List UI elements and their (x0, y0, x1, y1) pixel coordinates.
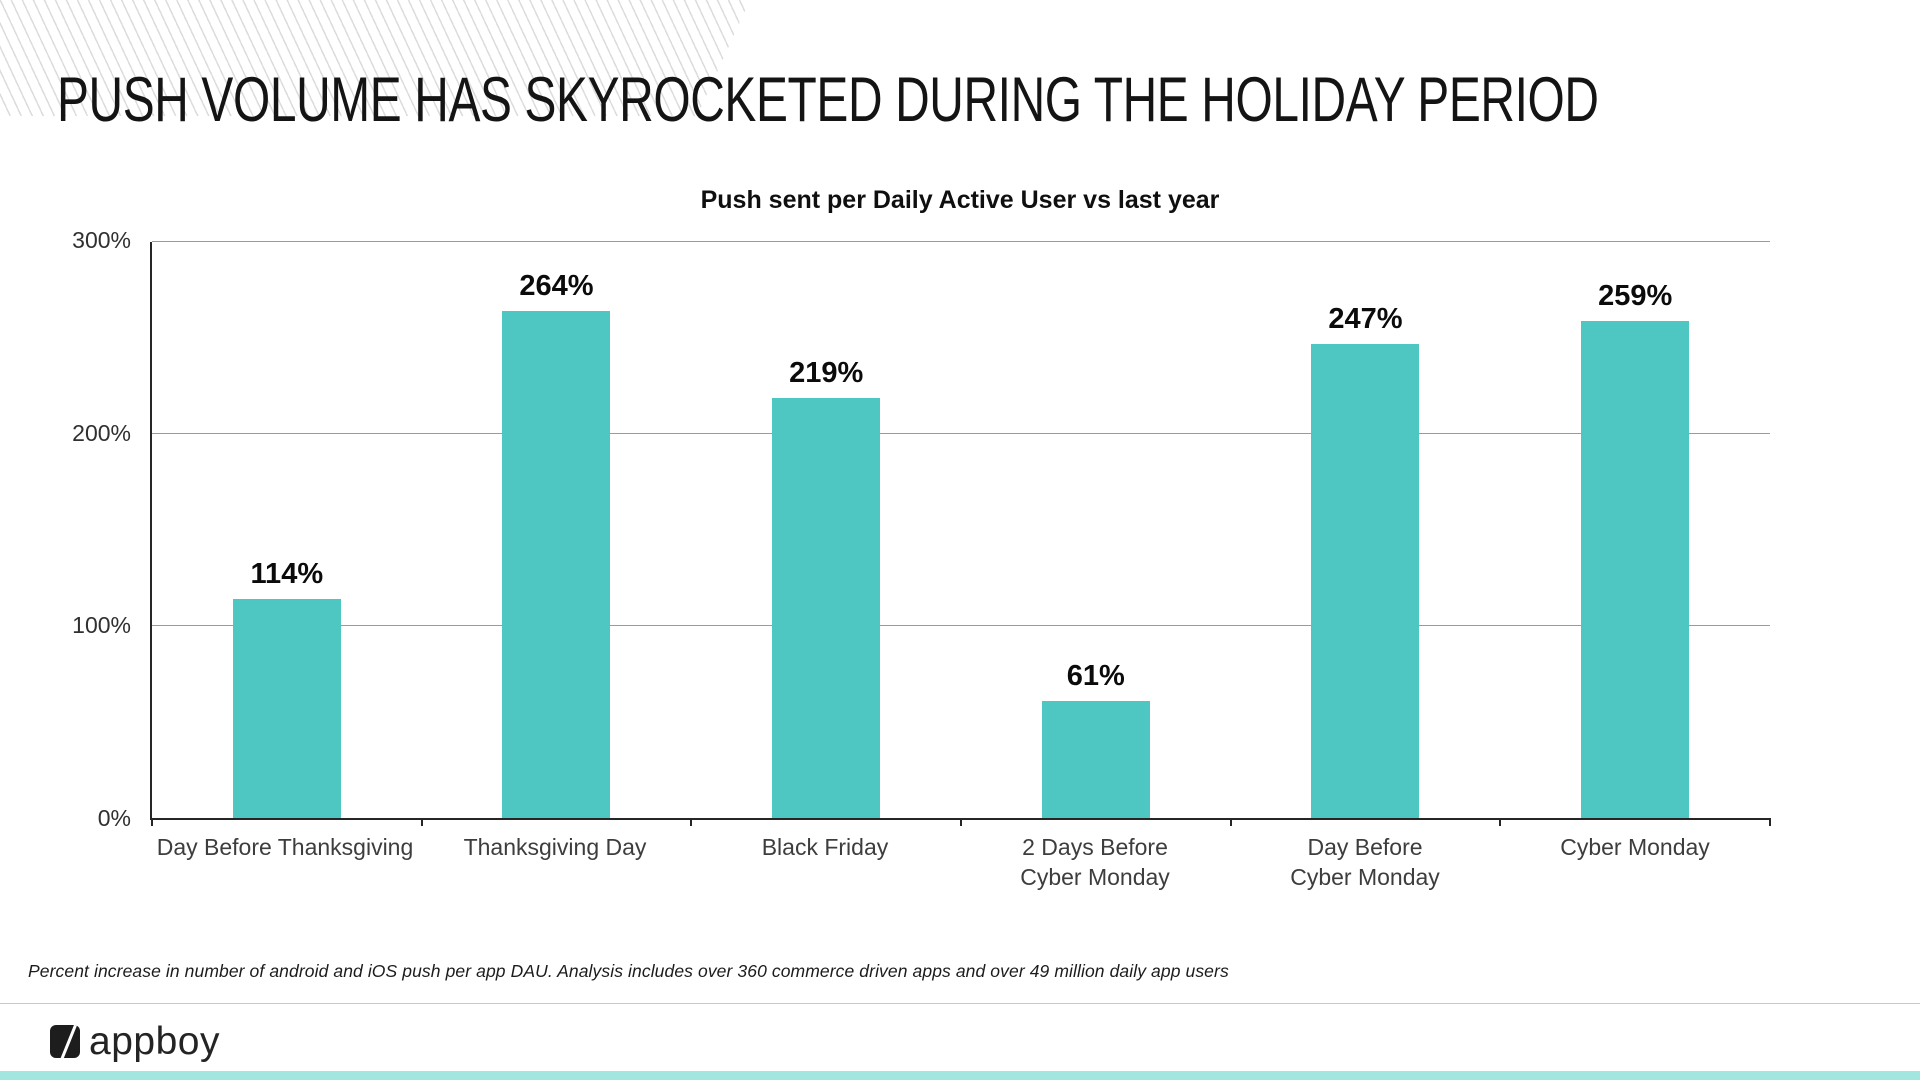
y-tick-label: 0% (97, 805, 131, 831)
bottom-accent-bar (0, 1071, 1920, 1080)
appboy-logo-icon (50, 1025, 80, 1058)
bar (1311, 343, 1420, 818)
bar-value-label: 61% (1066, 659, 1125, 692)
y-axis-labels: 0% 100% 200% 300% (0, 227, 131, 831)
x-axis-tick (151, 818, 153, 826)
bar (1581, 320, 1690, 818)
bar-slot: 219% (691, 242, 961, 818)
x-axis-tick (1499, 818, 1502, 826)
bar (1041, 700, 1150, 818)
x-axis-labels: Day Before Thanksgiving Thanksgiving Day B… (150, 833, 1770, 893)
x-axis-tick (690, 818, 693, 826)
gridline (152, 241, 1770, 242)
bar-value-label: 114% (250, 558, 324, 591)
bar-slot: 114% (152, 242, 422, 818)
x-category-label: Cyber Monday (1560, 834, 1710, 860)
footer-divider (0, 1003, 1920, 1004)
bar-value-label: 264% (519, 270, 594, 303)
bar-slot: 247% (1231, 242, 1501, 818)
slide-title: PUSH VOLUME HAS SKYROCKETED DURING THE H… (57, 65, 1599, 136)
footnote: Percent increase in number of android an… (28, 961, 1229, 981)
appboy-logo-text: appboy (89, 1020, 220, 1063)
x-category-label: Day Before Cyber Monday (1290, 834, 1440, 890)
x-category-label: Thanksgiving Day (463, 834, 647, 860)
x-axis-tick (1229, 818, 1232, 826)
title-hatch-decoration (0, 0, 750, 116)
bar-slot: 259% (1500, 242, 1770, 818)
bar-value-label: 259% (1598, 279, 1673, 312)
y-tick-label: 300% (72, 227, 131, 253)
logo-slash-icon (58, 1025, 79, 1058)
y-tick-label: 200% (72, 419, 131, 446)
bar-value-label: 219% (789, 356, 864, 389)
gridline (152, 433, 1770, 434)
appboy-logo: appboy (50, 1022, 220, 1061)
bar (232, 599, 341, 818)
x-axis-tick (1769, 818, 1771, 826)
x-axis-tick (960, 818, 962, 826)
x-axis-tick (420, 818, 423, 826)
plot-area: 114% 264% 219% 61% 247% 259% (150, 241, 1771, 826)
bar (772, 397, 881, 818)
bar-slot: 61% (961, 242, 1231, 818)
x-category-label: Day Before Thanksgiving (156, 834, 414, 860)
chart-title: Push sent per Daily Active User vs last … (700, 186, 1220, 214)
bar-slot: 264% (422, 242, 692, 818)
x-category-label: 2 Days Before Cyber Monday (1020, 834, 1170, 890)
bar (502, 311, 611, 818)
bar-value-label: 247% (1328, 302, 1403, 335)
gridline (152, 625, 1770, 626)
y-tick-label: 100% (72, 612, 131, 639)
x-category-label: Black Friday (761, 834, 889, 860)
